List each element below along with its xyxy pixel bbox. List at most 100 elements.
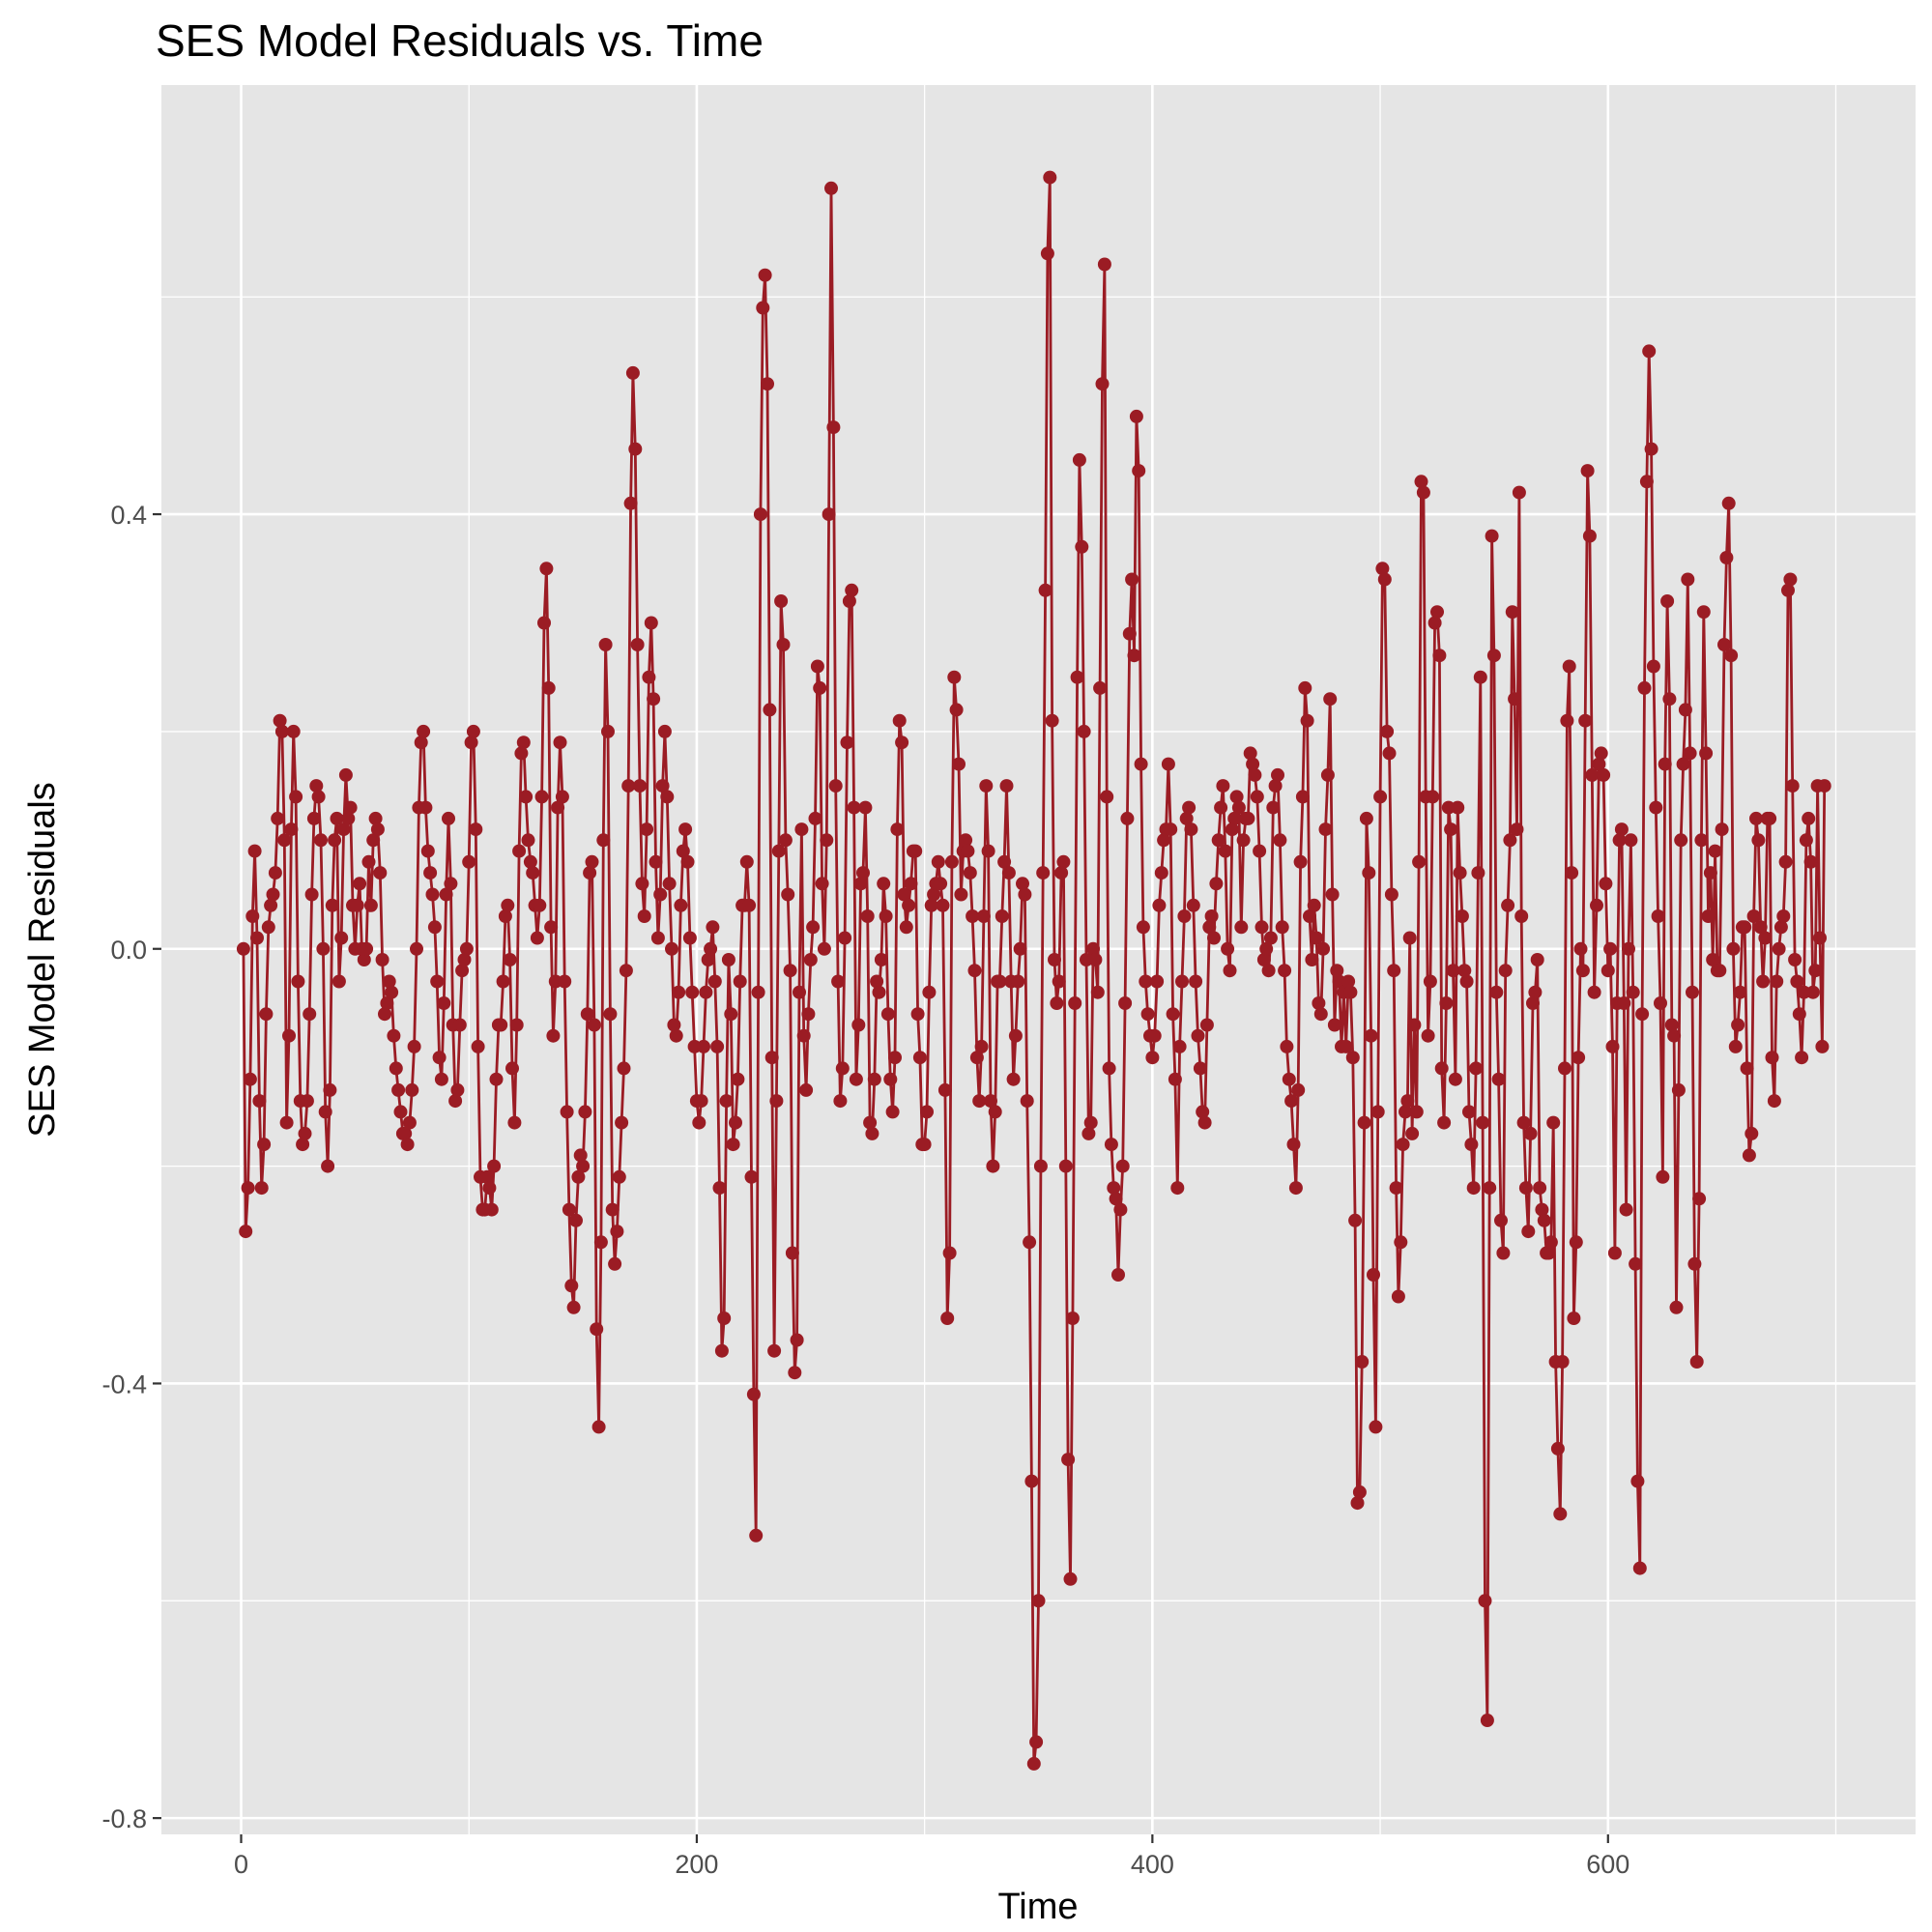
data-point — [521, 833, 535, 848]
data-point — [1469, 1061, 1484, 1076]
data-point — [833, 1094, 848, 1109]
data-point — [250, 931, 264, 945]
data-point — [1280, 1039, 1294, 1053]
data-point — [360, 941, 374, 956]
data-point — [261, 920, 275, 935]
data-point — [729, 1115, 742, 1130]
data-point — [1478, 1594, 1492, 1608]
data-point — [1802, 811, 1816, 825]
data-point — [997, 854, 1012, 869]
data-point — [1236, 833, 1251, 848]
y-tick-label: -0.8 — [101, 1804, 147, 1833]
data-point — [1594, 746, 1608, 761]
data-point — [573, 1148, 588, 1163]
data-point — [1147, 1028, 1162, 1043]
data-point — [1543, 1235, 1558, 1250]
data-point — [1107, 1181, 1121, 1196]
data-point — [1231, 800, 1246, 815]
data-point — [1145, 1051, 1160, 1065]
data-point — [710, 1039, 725, 1053]
data-point — [444, 877, 458, 891]
data-point — [1453, 866, 1467, 880]
data-point — [1480, 1714, 1494, 1727]
data-point — [541, 680, 556, 695]
data-point — [1300, 713, 1314, 728]
data-point — [309, 779, 324, 793]
data-point — [341, 811, 356, 825]
data-point — [744, 1169, 759, 1184]
data-point — [1721, 496, 1736, 510]
x-tick-label: 400 — [1131, 1850, 1174, 1879]
data-point — [1795, 1051, 1809, 1065]
data-point — [1599, 877, 1613, 891]
data-point — [1023, 1235, 1037, 1250]
data-point — [633, 779, 647, 793]
data-point — [969, 1051, 984, 1065]
data-point — [1776, 909, 1791, 923]
data-point — [380, 996, 394, 1010]
data-point — [1667, 1028, 1682, 1043]
data-point — [731, 1072, 745, 1086]
data-point — [338, 767, 353, 782]
data-point — [1152, 898, 1167, 912]
data-point — [1603, 941, 1618, 956]
data-point — [635, 877, 649, 891]
data-point — [507, 1115, 522, 1130]
data-point — [1118, 996, 1133, 1010]
data-point — [1689, 1355, 1704, 1369]
data-point — [1373, 790, 1388, 804]
data-point — [330, 811, 344, 825]
data-point — [343, 800, 358, 815]
data-point — [1701, 909, 1716, 923]
data-point — [1164, 822, 1178, 837]
data-point — [1770, 974, 1784, 989]
data-point — [917, 1138, 932, 1152]
data-point — [1072, 452, 1086, 467]
data-point — [1068, 996, 1082, 1010]
data-point — [1572, 1051, 1586, 1065]
axis-ticks — [153, 512, 1609, 1843]
data-point — [937, 1082, 952, 1097]
x-tick-label: 0 — [234, 1850, 248, 1879]
data-point — [1573, 941, 1588, 956]
data-point — [350, 898, 364, 912]
data-point — [867, 1072, 881, 1086]
data-point — [1343, 985, 1358, 999]
data-point — [1273, 833, 1287, 848]
data-point — [439, 887, 453, 902]
data-point — [1261, 964, 1276, 978]
data-point — [1097, 257, 1111, 272]
data-point — [674, 898, 688, 912]
data-point — [245, 909, 260, 923]
data-point — [1325, 887, 1340, 902]
data-point — [457, 953, 472, 966]
data-point — [902, 898, 916, 912]
data-point — [1357, 1115, 1371, 1130]
data-point — [1227, 811, 1242, 825]
data-point — [1694, 833, 1709, 848]
data-point — [1763, 811, 1777, 825]
data-point — [530, 931, 544, 945]
data-point — [1196, 1105, 1210, 1119]
data-point — [828, 779, 843, 793]
data-point — [1558, 1061, 1572, 1076]
data-point — [1380, 724, 1395, 738]
data-point — [1815, 1039, 1830, 1053]
data-point — [1466, 1181, 1481, 1196]
y-tick-label: 0.0 — [110, 936, 147, 965]
data-point — [793, 985, 806, 999]
data-point — [316, 941, 331, 956]
data-point — [785, 1246, 799, 1260]
data-point — [724, 1007, 738, 1022]
data-point — [1316, 941, 1331, 956]
data-point — [845, 583, 859, 597]
data-point — [764, 1051, 779, 1065]
data-point — [1161, 757, 1175, 771]
data-point — [761, 377, 774, 391]
data-point — [1359, 811, 1373, 825]
data-point — [742, 898, 757, 912]
data-point — [697, 1039, 710, 1053]
data-point — [1692, 1192, 1707, 1206]
data-point — [1330, 964, 1344, 978]
data-point — [296, 1138, 310, 1152]
